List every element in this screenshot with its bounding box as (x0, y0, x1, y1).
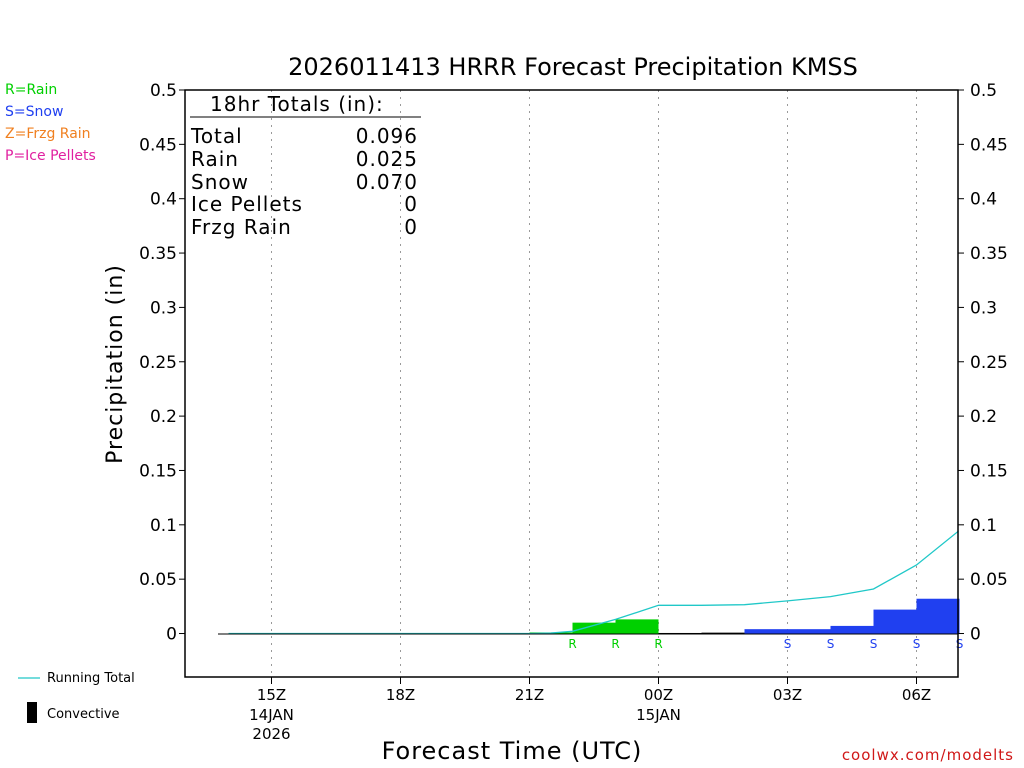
legend-rain: R=Rain (5, 82, 58, 98)
precip-bar-11 (701, 632, 745, 634)
totals-value-snow: 0.070 (356, 170, 418, 194)
precip-bar-15 (873, 609, 917, 634)
source-credit: coolwx.com/modelts (841, 746, 1014, 764)
totals-value-rain: 0.025 (356, 147, 418, 171)
ytick-left-label-7: 0.35 (139, 244, 177, 264)
precip-type-letter-16: S (956, 637, 964, 651)
precip-type-letter-14: S (870, 637, 878, 651)
ytick-left-label-5: 0.25 (139, 353, 177, 373)
ytick-left-label-4: 0.2 (150, 407, 177, 427)
ytick-right-label-3: 0.15 (970, 461, 1008, 481)
ytick-left-label-9: 0.45 (139, 135, 177, 155)
xtick-label-5: 06Z (902, 686, 931, 704)
ytick-left-label-6: 0.3 (150, 298, 177, 318)
ytick-right-label-6: 0.3 (970, 298, 997, 318)
totals-value-ice: 0 (404, 192, 418, 216)
precip-bar-10 (658, 632, 702, 634)
precip-type-letter-13: S (827, 637, 835, 651)
y-axis-left: 0 0.05 0.1 0.15 0.2 0.25 0.3 0.35 0.4 0.45 0.5 (139, 81, 185, 645)
precip-type-letter-7: R (568, 637, 576, 651)
ytick-left-label-1: 0.05 (139, 570, 177, 590)
ytick-left-label-8: 0.4 (150, 190, 177, 210)
ytick-left-label-2: 0.1 (150, 516, 177, 536)
ytick-right-label-5: 0.25 (970, 353, 1008, 373)
precip-bars (529, 598, 960, 634)
ytick-left-label-0: 0 (166, 625, 177, 645)
legend-frzg-rain: Z=Frzg Rain (5, 126, 91, 142)
chart-title: 2026011413 HRRR Forecast Precipitation K… (288, 53, 858, 81)
running-total-line (228, 530, 959, 635)
precip-bar-16 (916, 598, 960, 634)
ytick-right-label-4: 0.2 (970, 407, 997, 427)
totals-value-total: 0.096 (356, 124, 418, 148)
totals-label-rain: Rain (191, 147, 239, 171)
running-total-legend-label: Running Total (47, 671, 135, 686)
y-axis-label: Precipitation (in) (103, 264, 128, 464)
xtick-date-0: 14JAN (249, 706, 294, 724)
totals-label-frzg: Frzg Rain (191, 215, 292, 239)
precip-bar-9 (615, 619, 659, 634)
precip-type-legend: R=Rain S=Snow Z=Frzg Rain P=Ice Pellets (5, 79, 96, 167)
plot-frame (184, 89, 959, 678)
convective-legend-label: Convective (47, 707, 120, 722)
precip-type-letter-12: S (784, 637, 792, 651)
ytick-right-label-0: 0 (970, 625, 981, 645)
precip-bar-13 (787, 629, 831, 634)
precip-type-letter-8: R (611, 637, 619, 651)
xtick-label-3: 00Z (644, 686, 673, 704)
y-axis-right: 0 0.05 0.1 0.15 0.2 0.25 0.3 0.35 0.4 0.45 0.5 (958, 81, 1008, 645)
x-axis-label: Forecast Time (UTC) (382, 737, 643, 765)
xtick-year-0: 2026 (252, 725, 290, 743)
ytick-left-label-3: 0.15 (139, 461, 177, 481)
ytick-right-label-9: 0.45 (970, 135, 1008, 155)
totals-value-frzg: 0 (404, 215, 418, 239)
legend-ice-pellets: P=Ice Pellets (5, 148, 96, 164)
totals-label-snow: Snow (191, 170, 249, 194)
xtick-label-1: 18Z (386, 686, 415, 704)
precip-bar-8 (572, 622, 616, 634)
precip-type-letter-9: R (654, 637, 662, 651)
totals-label-ice: Ice Pellets (191, 192, 303, 216)
xtick-label-4: 03Z (773, 686, 802, 704)
totals-label-total: Total (190, 124, 243, 148)
legend-snow: S=Snow (5, 104, 64, 120)
xtick-date-3: 15JAN (636, 706, 681, 724)
totals-title: 18hr Totals (in): (210, 92, 384, 116)
convective-legend-swatch (27, 702, 37, 723)
precip-bar-12 (744, 629, 788, 634)
precip-type-letter-15: S (913, 637, 921, 651)
precip-bar-14 (830, 625, 874, 634)
ytick-right-label-1: 0.05 (970, 570, 1008, 590)
ytick-right-label-8: 0.4 (970, 190, 997, 210)
ytick-right-label-2: 0.1 (970, 516, 997, 536)
ytick-right-label-10: 0.5 (970, 81, 997, 101)
xtick-label-0: 15Z (257, 686, 286, 704)
ytick-right-label-7: 0.35 (970, 244, 1008, 264)
xtick-label-2: 21Z (515, 686, 544, 704)
totals-box: 18hr Totals (in): Total 0.096 Rain 0.025… (190, 92, 421, 239)
ytick-left-label-10: 0.5 (150, 81, 177, 101)
